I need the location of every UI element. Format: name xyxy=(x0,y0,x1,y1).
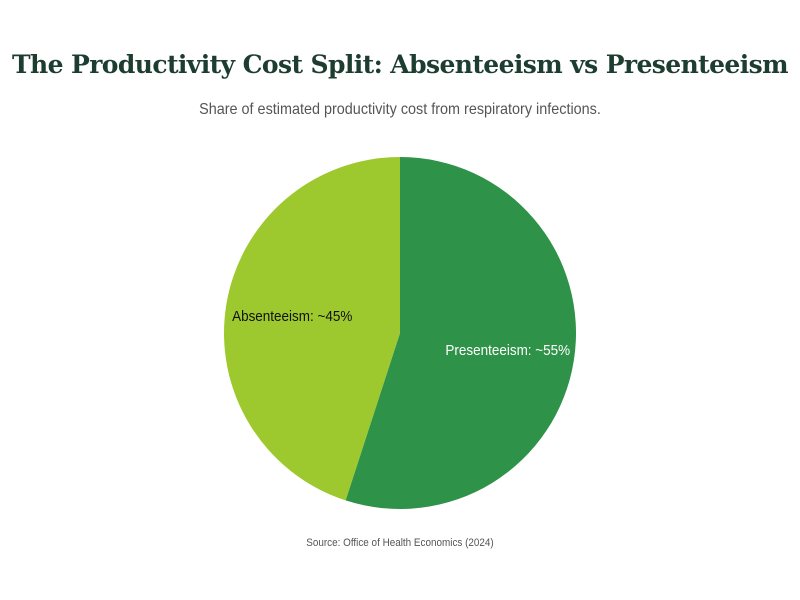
chart-subtitle: Share of estimated productivity cost fro… xyxy=(199,101,601,118)
slice-label-absenteeism: Absenteeism: ~45% xyxy=(232,308,353,325)
slice-label-presenteeism: Presenteeism: ~55% xyxy=(445,342,570,359)
pie-slice-presenteeism xyxy=(345,157,576,509)
chart-source: Source: Office of Health Economics (2024… xyxy=(306,537,494,549)
pie-slice-absenteeism xyxy=(223,157,400,501)
chart-title: The Productivity Cost Split: Absenteeism… xyxy=(12,50,789,79)
